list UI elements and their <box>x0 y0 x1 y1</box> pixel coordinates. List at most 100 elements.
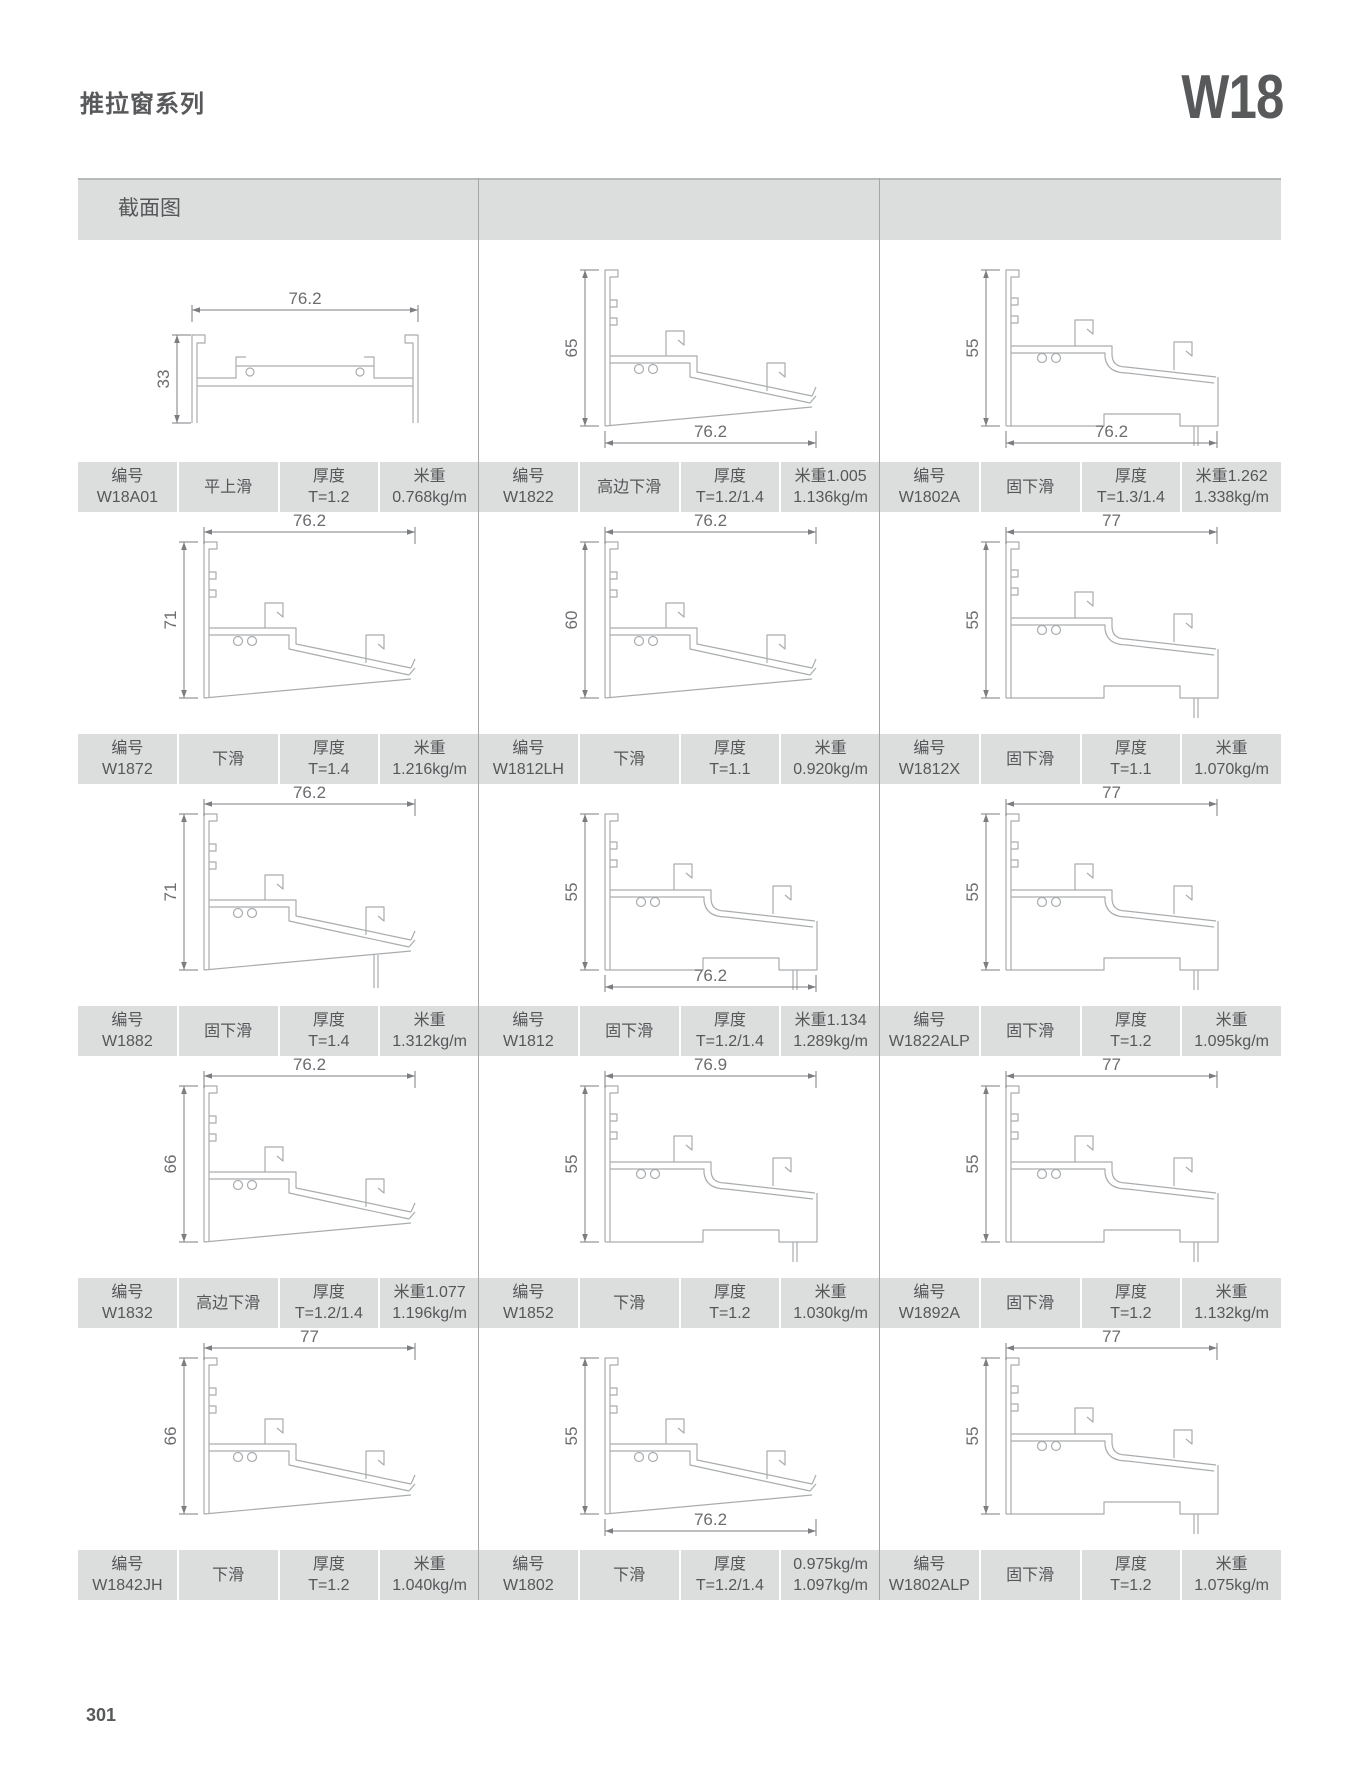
spec-code-value: W1842JH <box>92 1577 163 1594</box>
dimension-height: 71 <box>161 813 198 971</box>
spec-thickness-value: T=1.2 <box>308 1577 350 1594</box>
spec-thickness: 厚度 T=1.2 <box>1081 1550 1181 1600</box>
dimension-height: 55 <box>562 1085 599 1243</box>
spec-thickness-value: T=1.4 <box>308 761 350 778</box>
spec-thickness-label: 厚度 <box>312 468 345 485</box>
profile-cell-W1802ALP: 77 55 编号 W1802ALP 固下滑 厚度 T=1.2 米重 1.075kg/m <box>880 1327 1281 1600</box>
profile-cell-W1802: 76.2 55 编号 W1802 下滑 厚度 T=1.2/1.4 0.975kg/m 1.097… <box>479 1328 880 1600</box>
spec-code-label: 编号 <box>913 740 946 757</box>
section-header-label: 截面图 <box>118 197 181 220</box>
spec-code-label: 编号 <box>111 468 144 485</box>
spec-thickness: 厚度 T=1.2 <box>279 462 379 512</box>
spec-weight: 米重 1.040kg/m <box>380 1550 479 1600</box>
spec-name: 平上滑 <box>178 462 278 512</box>
profile-cell-W1822ALP: 77 55 编号 W1822ALP 固下滑 厚度 T=1.2 米重 1.095kg/m <box>880 783 1281 1056</box>
spec-row: 编号 W1852 下滑 厚度 T=1.2 米重 1.030kg/m <box>479 1278 880 1328</box>
profile-section-svg: 76.2 66 <box>161 1055 416 1243</box>
profile-outline <box>604 813 818 990</box>
profile-outline <box>203 1357 416 1515</box>
spec-code-value: W1812LH <box>492 761 564 778</box>
spec-code: 编号 W1802ALP <box>880 1550 979 1600</box>
page-number: 301 <box>86 1705 117 1725</box>
dim-label: 76.2 <box>694 966 727 985</box>
profile-outline <box>203 1085 416 1243</box>
spec-row: 编号 W1802ALP 固下滑 厚度 T=1.2 米重 1.075kg/m <box>880 1550 1281 1600</box>
spec-name: 下滑 <box>579 734 679 784</box>
spec-weight-value: 1.030kg/m <box>793 1305 868 1322</box>
profile-drawing: 77 55 <box>880 511 1281 734</box>
spec-thickness-value: T=1.2 <box>308 489 350 506</box>
profile-drawing: 77 55 <box>880 1055 1281 1278</box>
dim-label: 76.2 <box>694 422 727 441</box>
spec-row: 编号 W1832 高边下滑 厚度 T=1.2/1.4 米重1.077 1.196kg/m <box>78 1278 479 1328</box>
spec-thickness: 厚度 T=1.2 <box>279 1550 379 1600</box>
spec-code-value: W1872 <box>102 761 153 778</box>
spec-thickness-label: 厚度 <box>312 1284 345 1301</box>
spec-row: 编号 W1812X 固下滑 厚度 T=1.1 米重 1.070kg/m <box>880 734 1281 784</box>
dim-label: 55 <box>963 1427 982 1446</box>
dimension-height: 66 <box>161 1085 198 1243</box>
dimension-width: 76.2 <box>1005 422 1218 448</box>
profile-section-svg: 77 55 <box>963 1327 1219 1534</box>
spec-thickness-label: 厚度 <box>312 1556 345 1573</box>
spec-weight: 米重1.134 1.289kg/m <box>781 1006 880 1056</box>
spec-code: 编号 W1842JH <box>78 1550 177 1600</box>
spec-weight-value: 1.040kg/m <box>392 1577 467 1594</box>
spec-weight: 米重 1.030kg/m <box>781 1278 880 1328</box>
dim-label: 77 <box>1102 784 1121 802</box>
spec-code: 编号 W1872 <box>78 734 177 784</box>
profile-cell-W1812LH: 76.2 60 编号 W1812LH 下滑 厚度 T=1.1 米重 0.920kg/m <box>479 511 880 784</box>
profile-outline <box>1005 1357 1219 1534</box>
profile-cell-W1892A: 77 55 编号 W1892A 固下滑 厚度 T=1.2 米重 1.132kg/m <box>880 1055 1281 1328</box>
spec-name-value: 下滑 <box>212 1566 245 1584</box>
spec-name-value: 固下滑 <box>1006 1294 1055 1312</box>
spec-weight-label: 米重 <box>413 740 446 757</box>
spec-code: 编号 W1812 <box>479 1006 578 1056</box>
spec-row: 编号 W1822 高边下滑 厚度 T=1.2/1.4 米重1.005 1.136kg/m <box>479 462 880 512</box>
profile-drawing: 76.2 71 <box>78 783 479 1006</box>
profile-cell-W1802A: 76.2 55 编号 W1802A 固下滑 厚度 T=1.3/1.4 米重1.262 1.338… <box>880 240 1281 512</box>
spec-weight-label: 米重 <box>1215 1012 1248 1029</box>
profile-cell-W1882: 76.2 71 编号 W1882 固下滑 厚度 T=1.4 米重 1.312kg/m <box>78 783 479 1056</box>
dimension-width: 77 <box>1005 783 1218 816</box>
profile-table: 截面图 76.2 33 编号 W18A01 平上滑 厚度 T=1.2 米重 0.768kg/m 7… <box>78 178 1281 1600</box>
spec-code-label: 编号 <box>111 1284 144 1301</box>
spec-name: 固下滑 <box>980 1278 1080 1328</box>
spec-code: 编号 W1892A <box>880 1278 979 1328</box>
spec-name: 下滑 <box>579 1278 679 1328</box>
spec-weight-label: 米重 <box>1215 1556 1248 1573</box>
spec-thickness-label: 厚度 <box>713 1012 746 1029</box>
dimension-width: 76.2 <box>203 1055 416 1088</box>
profile-cell-W1812X: 77 55 编号 W1812X 固下滑 厚度 T=1.1 米重 1.070kg/m <box>880 511 1281 784</box>
spec-code-value: W1812X <box>898 761 961 778</box>
spec-code-label: 编号 <box>512 1012 545 1029</box>
profile-section-svg: 77 55 <box>963 1055 1219 1262</box>
dim-label: 60 <box>562 611 581 630</box>
dim-label: 71 <box>161 883 180 902</box>
dimension-height: 55 <box>963 1357 1000 1515</box>
dim-label: 77 <box>300 1328 319 1346</box>
profile-drawing: 76.2 55 <box>479 784 880 1006</box>
spec-thickness-label: 厚度 <box>713 740 746 757</box>
spec-code: 编号 W1802 <box>479 1550 578 1600</box>
spec-code: 编号 W1812X <box>880 734 979 784</box>
profile-drawing: 76.2 66 <box>78 1055 479 1278</box>
spec-weight: 米重1.005 1.136kg/m <box>781 462 880 512</box>
dimension-width: 77 <box>1005 511 1218 544</box>
spec-weight-value: 1.216kg/m <box>392 761 467 778</box>
profile-drawing: 76.9 55 <box>479 1055 880 1278</box>
profile-section-svg: 76.2 71 <box>161 511 416 699</box>
column-divider-1 <box>478 178 479 1600</box>
spec-thickness: 厚度 T=1.2/1.4 <box>680 1550 780 1600</box>
dim-label: 76.2 <box>293 1056 326 1074</box>
table-header-row: 截面图 <box>78 178 1281 240</box>
spec-name-value: 下滑 <box>613 1294 646 1312</box>
spec-code-value: W1812 <box>503 1033 554 1050</box>
spec-weight: 米重 0.920kg/m <box>781 734 880 784</box>
spec-thickness-label: 厚度 <box>713 1284 746 1301</box>
spec-code-label: 编号 <box>913 1284 946 1301</box>
spec-name: 固下滑 <box>980 734 1080 784</box>
spec-name-value: 高边下滑 <box>597 478 662 496</box>
spec-weight-value: 0.920kg/m <box>793 761 868 778</box>
profile-section-svg: 77 66 <box>161 1327 416 1515</box>
